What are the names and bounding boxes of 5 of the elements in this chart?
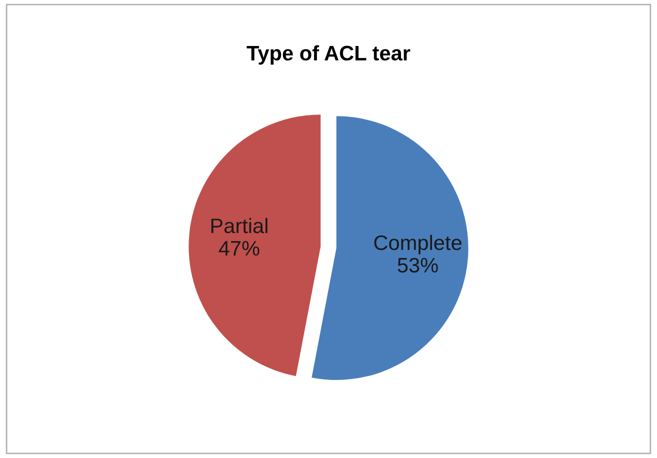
data-label: 53% <box>398 258 438 273</box>
data-label: 47% <box>218 241 260 256</box>
slice-label: Partial <box>211 218 268 234</box>
slice-label: Complete <box>374 234 462 254</box>
chart-title: Type of ACL tear <box>246 45 410 65</box>
